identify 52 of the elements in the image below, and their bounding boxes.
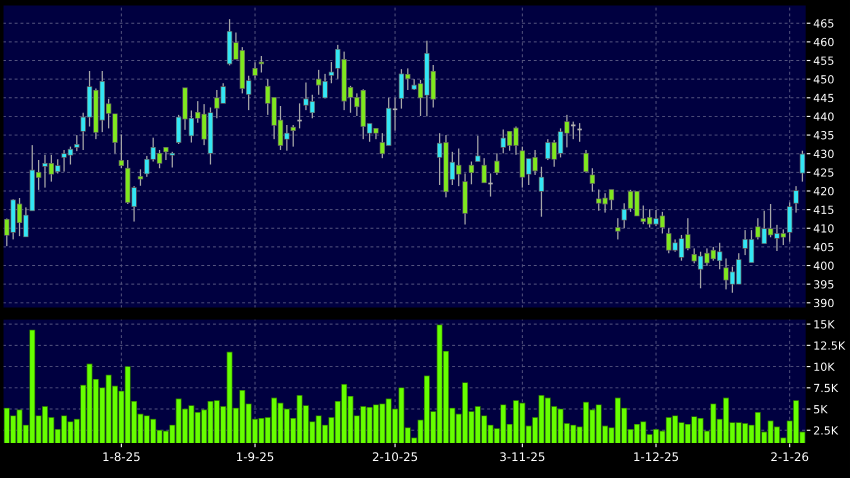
y-tick-label: 430 bbox=[814, 150, 834, 158]
x-tick-label: 1-8-25 bbox=[103, 452, 140, 462]
candlestick bbox=[590, 168, 596, 192]
x-tick-label: 2-10-25 bbox=[372, 452, 418, 462]
candlestick bbox=[468, 160, 474, 185]
y-tick-label: 400 bbox=[814, 262, 834, 270]
y-tick-label: 5K bbox=[814, 405, 828, 414]
y-tick-label: 445 bbox=[814, 94, 834, 102]
y-tick-label: 420 bbox=[814, 186, 834, 196]
candlestick bbox=[392, 97, 398, 132]
x-tick-label: 1-12-25 bbox=[634, 452, 678, 462]
candlestick bbox=[615, 218, 620, 240]
x-tick-label: 2-1-26 bbox=[771, 452, 808, 462]
candlestick bbox=[538, 166, 544, 218]
candlestick bbox=[576, 122, 583, 142]
y-tick-label: 10K bbox=[814, 362, 835, 371]
y-tick-label: 440 bbox=[814, 112, 834, 121]
y-tick-label: 405 bbox=[814, 242, 834, 252]
y-tick-label: 7.5K bbox=[814, 384, 838, 392]
candlestick bbox=[328, 61, 334, 84]
y-tick-label: 2.5K bbox=[814, 426, 838, 435]
y-tick-label: 395 bbox=[814, 280, 834, 289]
candlestick bbox=[570, 121, 576, 140]
candlestick bbox=[138, 168, 144, 186]
y-tick-label: 12.5K bbox=[814, 341, 846, 350]
y-tick-label: 465 bbox=[814, 19, 834, 28]
candlestick bbox=[475, 135, 480, 162]
x-tick-label: 3-11-25 bbox=[500, 452, 544, 462]
candlestick bbox=[252, 62, 258, 80]
candlestick bbox=[487, 172, 494, 198]
candlestick bbox=[290, 124, 296, 148]
x-tick-label: 1-9-25 bbox=[237, 452, 274, 462]
y-tick-label: 435 bbox=[814, 131, 834, 140]
candlestick bbox=[74, 134, 80, 152]
candlestick bbox=[800, 150, 806, 182]
candlestick bbox=[296, 102, 303, 129]
candlestick bbox=[118, 134, 124, 169]
candlestick bbox=[622, 202, 627, 229]
y-tick-label: 390 bbox=[814, 298, 834, 308]
y-tick-label: 15K bbox=[814, 320, 835, 328]
candlestick bbox=[170, 151, 175, 168]
candlestick bbox=[494, 152, 500, 176]
y-tick-label: 425 bbox=[814, 168, 834, 177]
candlestick bbox=[793, 186, 799, 214]
candlestick bbox=[583, 149, 589, 174]
candlestick bbox=[163, 146, 169, 161]
y-tick-label: 460 bbox=[814, 38, 834, 46]
y-tick-label: 415 bbox=[814, 206, 834, 214]
y-tick-label: 450 bbox=[814, 75, 834, 84]
y-tick-label: 410 bbox=[814, 224, 834, 233]
candlestick bbox=[258, 55, 264, 74]
y-tick-label: 455 bbox=[814, 56, 834, 65]
